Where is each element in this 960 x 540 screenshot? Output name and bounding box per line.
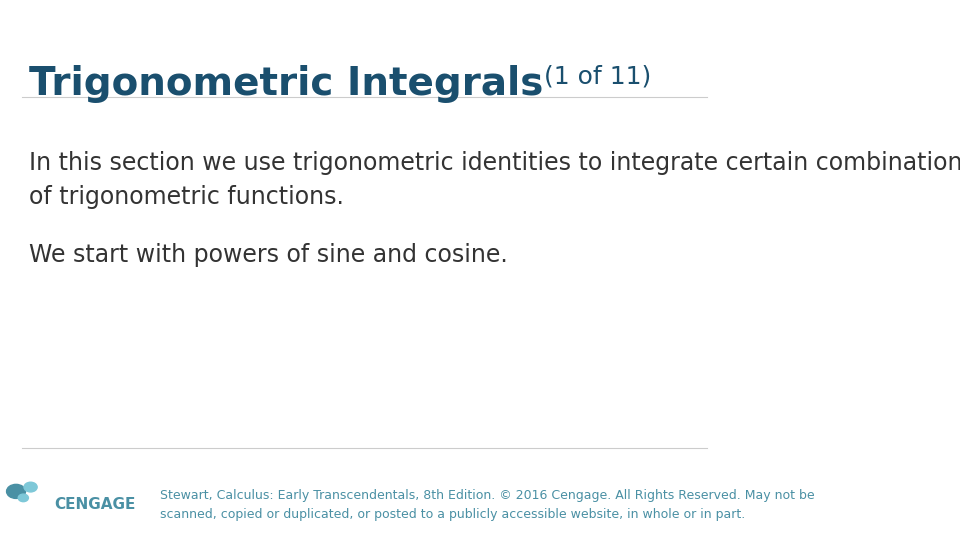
Text: (1 of 11): (1 of 11) [536,65,651,89]
Text: Trigonometric Integrals: Trigonometric Integrals [29,65,543,103]
Text: CENGAGE: CENGAGE [55,497,136,512]
Text: Stewart, Calculus: Early Transcendentals, 8th Edition. © 2016 Cengage. All Right: Stewart, Calculus: Early Transcendentals… [160,489,815,521]
Circle shape [24,482,37,492]
Text: In this section we use trigonometric identities to integrate certain combination: In this section we use trigonometric ide… [29,151,960,208]
Circle shape [18,494,29,502]
Circle shape [7,484,26,498]
Text: We start with powers of sine and cosine.: We start with powers of sine and cosine. [29,243,508,267]
